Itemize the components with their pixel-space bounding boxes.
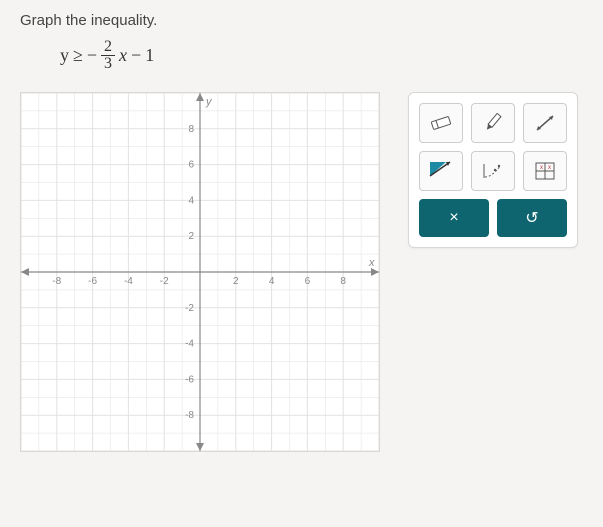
svg-text:-6: -6 bbox=[185, 374, 194, 385]
svg-text:-4: -4 bbox=[185, 339, 194, 350]
svg-text:6: 6 bbox=[305, 276, 311, 287]
eraser-icon bbox=[428, 113, 454, 133]
svg-text:2: 2 bbox=[233, 276, 239, 287]
eq-const: 1 bbox=[145, 45, 154, 66]
shade-region-tool[interactable] bbox=[419, 151, 463, 191]
svg-text:x: x bbox=[368, 257, 375, 269]
svg-text:4: 4 bbox=[188, 195, 194, 206]
eq-neg: − bbox=[87, 45, 97, 66]
toolbox-panel: x x × ↺ bbox=[408, 92, 578, 248]
pencil-tool[interactable] bbox=[471, 103, 515, 143]
close-icon: × bbox=[449, 209, 458, 227]
svg-text:8: 8 bbox=[340, 276, 346, 287]
svg-text:4: 4 bbox=[269, 276, 275, 287]
eq-lhs: y bbox=[60, 45, 69, 66]
inequality-expression: y ≥ − 2 3 x − 1 bbox=[60, 39, 583, 72]
eq-relation: ≥ bbox=[73, 45, 83, 66]
dashed-curve-icon bbox=[480, 160, 506, 182]
line-icon bbox=[533, 112, 557, 134]
undo-icon: ↺ bbox=[525, 208, 538, 228]
grid-settings-icon: x x bbox=[533, 160, 557, 182]
close-button[interactable]: × bbox=[419, 199, 489, 237]
svg-text:6: 6 bbox=[188, 160, 194, 171]
svg-text:-8: -8 bbox=[52, 276, 61, 287]
svg-text:y: y bbox=[205, 96, 213, 108]
svg-text:8: 8 bbox=[188, 124, 194, 135]
coordinate-grid[interactable]: -8 -6 -4 -2 2 4 6 8 8 6 4 2 -2 -4 -6 -8 x y bbox=[20, 92, 380, 452]
svg-text:-2: -2 bbox=[160, 276, 169, 287]
svg-text:x: x bbox=[540, 165, 543, 171]
dashed-curve-tool[interactable] bbox=[471, 151, 515, 191]
eraser-tool[interactable] bbox=[419, 103, 463, 143]
undo-button[interactable]: ↺ bbox=[497, 199, 567, 237]
svg-text:-8: -8 bbox=[185, 410, 194, 421]
prompt-text: Graph the inequality. bbox=[20, 12, 583, 29]
line-tool[interactable] bbox=[523, 103, 567, 143]
eq-frac-den: 3 bbox=[101, 56, 115, 72]
svg-text:2: 2 bbox=[188, 231, 194, 242]
shade-region-icon bbox=[428, 160, 454, 182]
eq-frac-num: 2 bbox=[101, 39, 115, 56]
svg-text:-4: -4 bbox=[124, 276, 133, 287]
svg-text:-2: -2 bbox=[185, 303, 194, 314]
grid-settings-tool[interactable]: x x bbox=[523, 151, 567, 191]
eq-var: x bbox=[119, 45, 127, 66]
eq-minus: − bbox=[131, 45, 141, 66]
pencil-icon bbox=[481, 112, 505, 134]
eq-fraction: 2 3 bbox=[101, 39, 115, 72]
svg-text:-6: -6 bbox=[88, 276, 97, 287]
svg-text:x: x bbox=[548, 165, 551, 171]
